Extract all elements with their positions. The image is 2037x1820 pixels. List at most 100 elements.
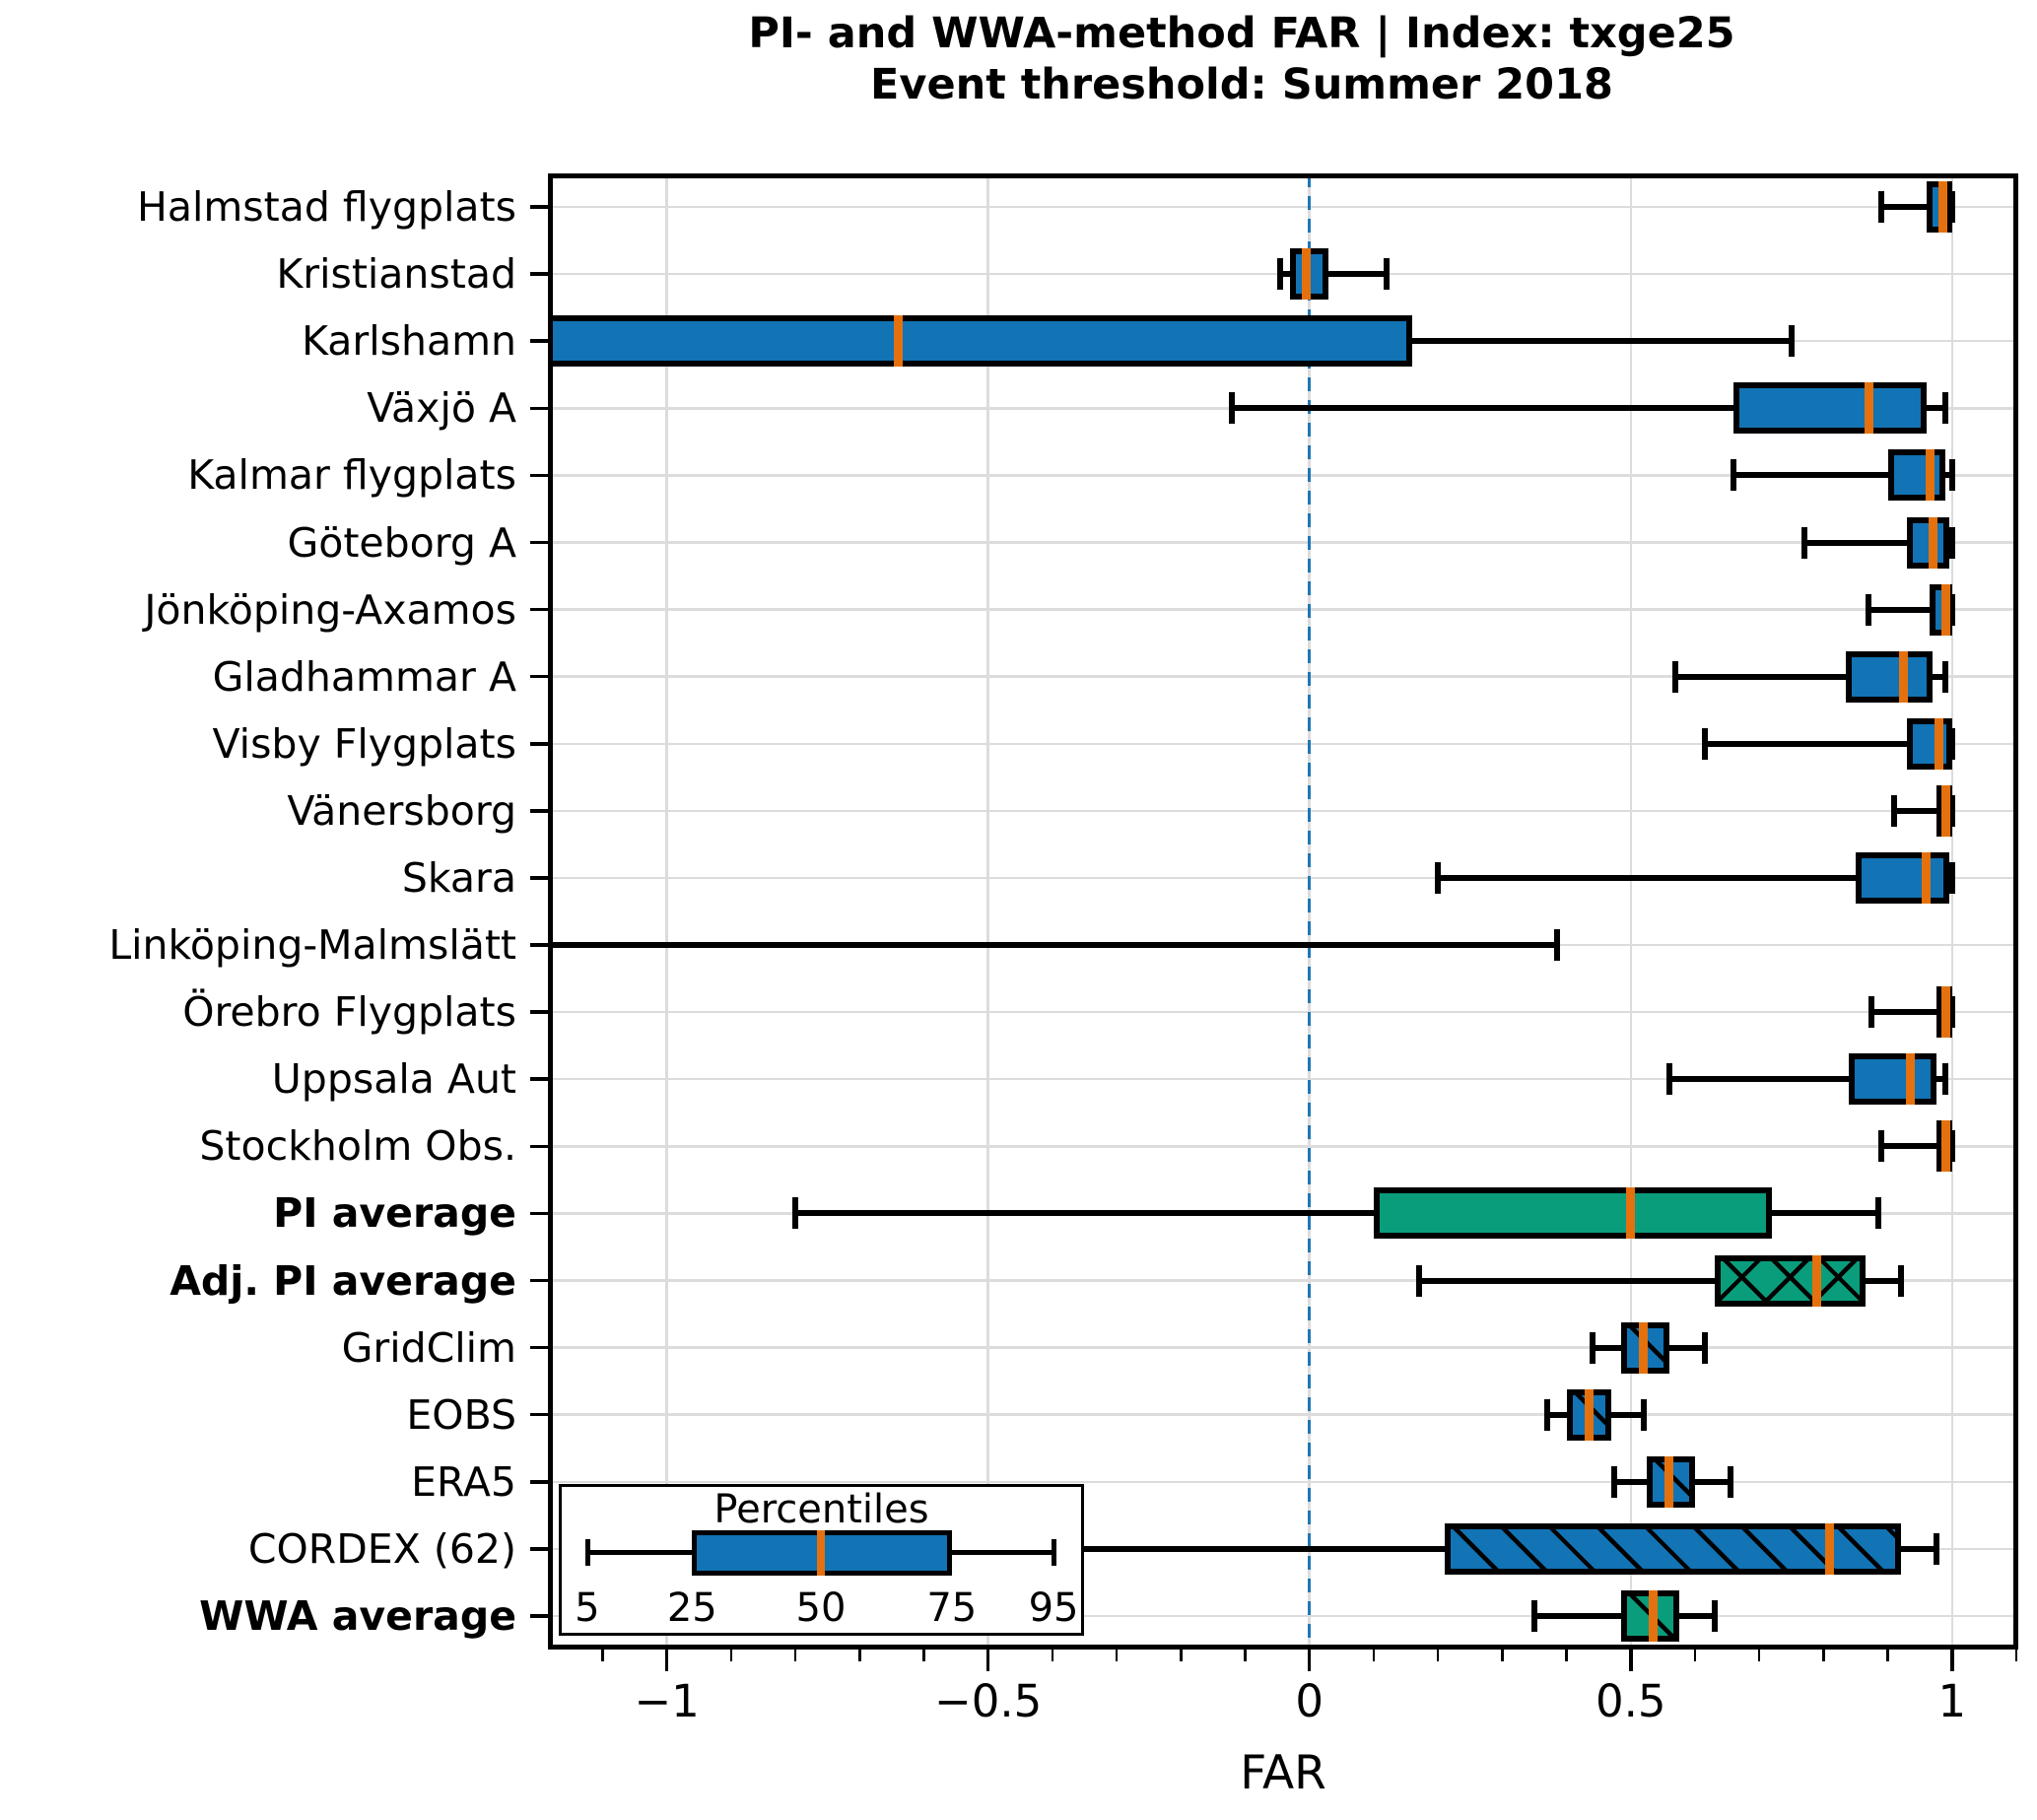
whisker-left (1418, 1277, 1715, 1284)
y-tick (530, 1278, 548, 1283)
whisker-right (1900, 1545, 1936, 1552)
box (1846, 650, 1934, 703)
x-tick-label: 0 (1295, 1675, 1324, 1727)
whisker-cap-low (1435, 861, 1442, 894)
box (1887, 449, 1946, 502)
h-gridline (548, 1346, 2018, 1349)
h-gridline (548, 1145, 2018, 1148)
x-minor-tick (1051, 1650, 1054, 1661)
whisker-left (1894, 807, 1936, 814)
x-major-tick (1950, 1650, 1954, 1671)
h-gridline (548, 876, 2018, 880)
whisker-left (1547, 1411, 1567, 1418)
x-minor-tick (1501, 1650, 1504, 1661)
whisker-right (1678, 1612, 1715, 1619)
x-minor-tick (2014, 1650, 2018, 1661)
whisker-cap-low (1701, 727, 1708, 760)
legend-whisker-right (951, 1550, 1054, 1555)
legend-percentile-25: 25 (666, 1585, 717, 1631)
whisker-cap-low (1530, 1599, 1537, 1632)
whisker-cap-high (1948, 996, 1955, 1029)
whisker-cap-low (1672, 660, 1679, 693)
legend-percentile-95: 95 (1028, 1585, 1079, 1631)
y-axis-label: Kristianstad (276, 250, 516, 299)
median-line (1899, 650, 1909, 703)
x-minor-tick (858, 1650, 861, 1661)
whisker-cap-high (1788, 325, 1795, 358)
median-line (1664, 1455, 1674, 1508)
h-gridline (548, 205, 2018, 209)
v-gridline (665, 173, 668, 1650)
y-tick (530, 1144, 548, 1149)
whisker-cap-high (1948, 526, 1955, 559)
x-minor-tick (1115, 1650, 1119, 1661)
y-axis-label: ERA5 (411, 1457, 516, 1506)
median-line (1940, 583, 1950, 636)
y-axis-label: EOBS (406, 1390, 516, 1439)
whisker-cap-high (1933, 1532, 1939, 1565)
x-minor-tick (729, 1650, 733, 1661)
whisker-right (1933, 673, 1946, 680)
y-tick (530, 1614, 548, 1618)
whisker-right (1926, 405, 1946, 412)
box (1733, 382, 1927, 435)
v-gridline (986, 173, 989, 1650)
whisker-cap-high (1727, 1465, 1733, 1498)
whisker-cap-low (1800, 526, 1807, 559)
whisker-cap-low (1611, 1465, 1618, 1498)
whisker-cap-low (1878, 191, 1885, 224)
y-tick (530, 674, 548, 679)
whisker-left (1039, 1545, 1445, 1552)
median-line (1935, 717, 1944, 770)
legend-percentile-75: 75 (926, 1585, 978, 1631)
whisker-left (1881, 1143, 1936, 1150)
whisker-cap-high (1701, 1331, 1708, 1364)
legend-cap-p95 (1052, 1539, 1057, 1566)
median-line (1301, 248, 1311, 301)
y-axis-label: PI average (273, 1189, 516, 1238)
whisker-left (1871, 1009, 1936, 1016)
x-tick-label: −1 (634, 1675, 700, 1727)
y-axis-label: GridClim (341, 1323, 516, 1372)
whisker-cap-high (1942, 1063, 1949, 1096)
box (1856, 851, 1949, 904)
legend-whisker-left (586, 1550, 693, 1555)
h-gridline (548, 541, 2018, 544)
v-gridline (1950, 173, 1954, 1650)
whisker-cap-low (1665, 1063, 1672, 1096)
x-tick-label: 1 (1937, 1675, 1967, 1727)
median-line (1825, 1522, 1835, 1575)
whisker-cap-high (1948, 191, 1955, 224)
zero-reference-line (1307, 173, 1312, 1650)
chart-title-line2: Event threshold: Summer 2018 (870, 60, 1613, 109)
chart-title-line1: PI- and WWA-method FAR | Index: txge25 (748, 9, 1735, 58)
h-gridline (548, 1077, 2018, 1081)
whisker-cap-low (792, 1197, 799, 1230)
y-tick (530, 272, 548, 276)
h-gridline (548, 1480, 2018, 1484)
y-tick (530, 339, 548, 343)
h-gridline (548, 809, 2018, 813)
box (548, 315, 1413, 368)
whisker-cap-low (1544, 1398, 1550, 1431)
x-minor-tick (1693, 1650, 1697, 1661)
x-major-tick (664, 1650, 669, 1671)
x-major-tick (1307, 1650, 1312, 1671)
whisker-cap-low (1277, 258, 1284, 291)
whisker-left (1232, 405, 1734, 412)
whisker-right (1865, 1277, 1901, 1284)
whisker-cap-high (1948, 794, 1955, 827)
median-line (1864, 382, 1873, 435)
h-gridline (548, 742, 2018, 746)
median-line (1925, 449, 1935, 502)
y-tick (530, 943, 548, 947)
legend-title: Percentiles (713, 1487, 929, 1532)
y-tick (530, 540, 548, 545)
whisker-cap-high (1948, 459, 1955, 492)
median-line (1905, 1053, 1915, 1106)
h-gridline (548, 1279, 2018, 1282)
whisker-right (548, 942, 1557, 949)
h-gridline (548, 675, 2018, 678)
h-gridline (548, 1614, 2018, 1618)
y-axis-label: WWA average (199, 1591, 516, 1640)
